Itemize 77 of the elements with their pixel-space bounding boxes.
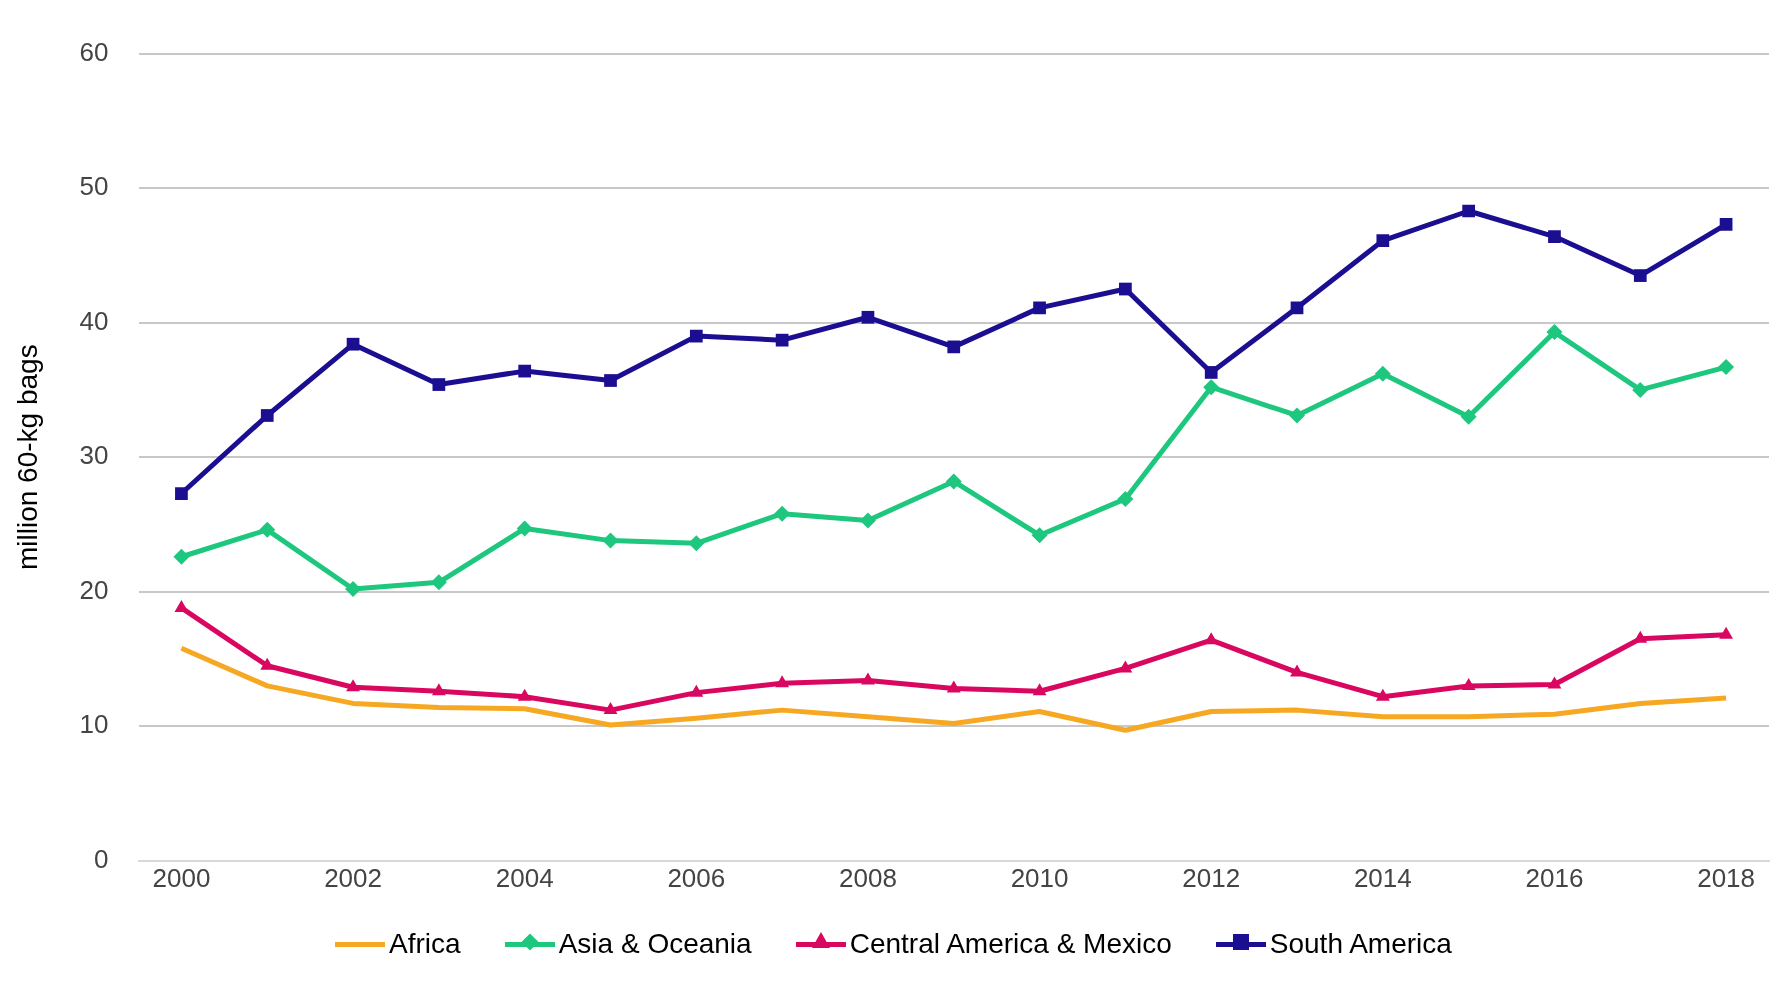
point (431, 683, 446, 696)
point (602, 532, 619, 549)
legend-label: Central America & Mexico (849, 928, 1172, 960)
point (432, 378, 446, 391)
point (775, 675, 790, 688)
point (689, 329, 703, 343)
point (1033, 301, 1046, 315)
point (516, 520, 533, 537)
point (1719, 218, 1733, 231)
point (689, 684, 704, 697)
y-tick-label: 60 (79, 36, 109, 67)
x-tick-label: 2010 (1010, 862, 1069, 893)
point (947, 340, 961, 354)
point (1375, 688, 1390, 701)
point (1632, 381, 1649, 398)
point (1547, 676, 1562, 689)
point (774, 505, 791, 522)
point (1117, 490, 1134, 507)
point (1290, 664, 1304, 677)
point (1376, 234, 1390, 247)
x-tick-label: 2000 (152, 862, 211, 893)
point (518, 364, 532, 378)
point (1719, 626, 1734, 639)
y-tick-label: 50 (79, 171, 109, 202)
point (1461, 677, 1476, 690)
point (1119, 282, 1132, 296)
point (1374, 365, 1391, 382)
point (1546, 324, 1563, 341)
y-axis-title: million 60-kg bags (11, 344, 43, 571)
legend-label: South America (1269, 928, 1452, 960)
point (260, 657, 275, 670)
y-tick-label: 0 (94, 843, 109, 874)
point (1204, 366, 1218, 379)
x-tick-label: 2016 (1525, 862, 1584, 893)
point (1718, 359, 1735, 376)
point (775, 333, 789, 347)
legend-label: Asia & Oceania (558, 928, 752, 960)
y-tick-label: 30 (79, 440, 109, 471)
legend-label: Africa (389, 928, 461, 960)
point (1031, 527, 1048, 544)
point (173, 548, 190, 565)
point (1633, 269, 1647, 282)
x-tick-label: 2006 (667, 862, 726, 893)
point (603, 702, 618, 715)
x-tick-label: 2014 (1353, 862, 1412, 893)
point (259, 521, 276, 538)
x-tick-label: 2002 (324, 862, 382, 893)
point (946, 680, 961, 693)
x-tick-label: 2018 (1697, 862, 1756, 893)
y-tick-label: 10 (79, 709, 109, 740)
point (945, 473, 962, 490)
point (1204, 632, 1219, 645)
x-tick-label: 2004 (495, 862, 554, 893)
point (1548, 230, 1561, 243)
point (1289, 407, 1306, 424)
point (1032, 683, 1047, 696)
point (1633, 630, 1648, 643)
point (1460, 408, 1477, 425)
point (604, 374, 617, 387)
point (859, 512, 876, 529)
point (861, 310, 875, 324)
point (517, 688, 532, 701)
point (688, 535, 705, 552)
point (346, 679, 360, 692)
point (1118, 660, 1133, 673)
y-tick-label: 20 (79, 574, 109, 605)
point (1203, 379, 1220, 396)
x-tick-label: 2008 (839, 862, 897, 893)
point (430, 574, 447, 591)
point (174, 599, 189, 612)
point (260, 409, 274, 422)
point (1462, 204, 1476, 218)
point (861, 672, 875, 685)
x-tick-label: 2012 (1182, 862, 1241, 893)
point (175, 487, 188, 500)
point (346, 337, 360, 351)
y-tick-label: 40 (79, 305, 109, 336)
